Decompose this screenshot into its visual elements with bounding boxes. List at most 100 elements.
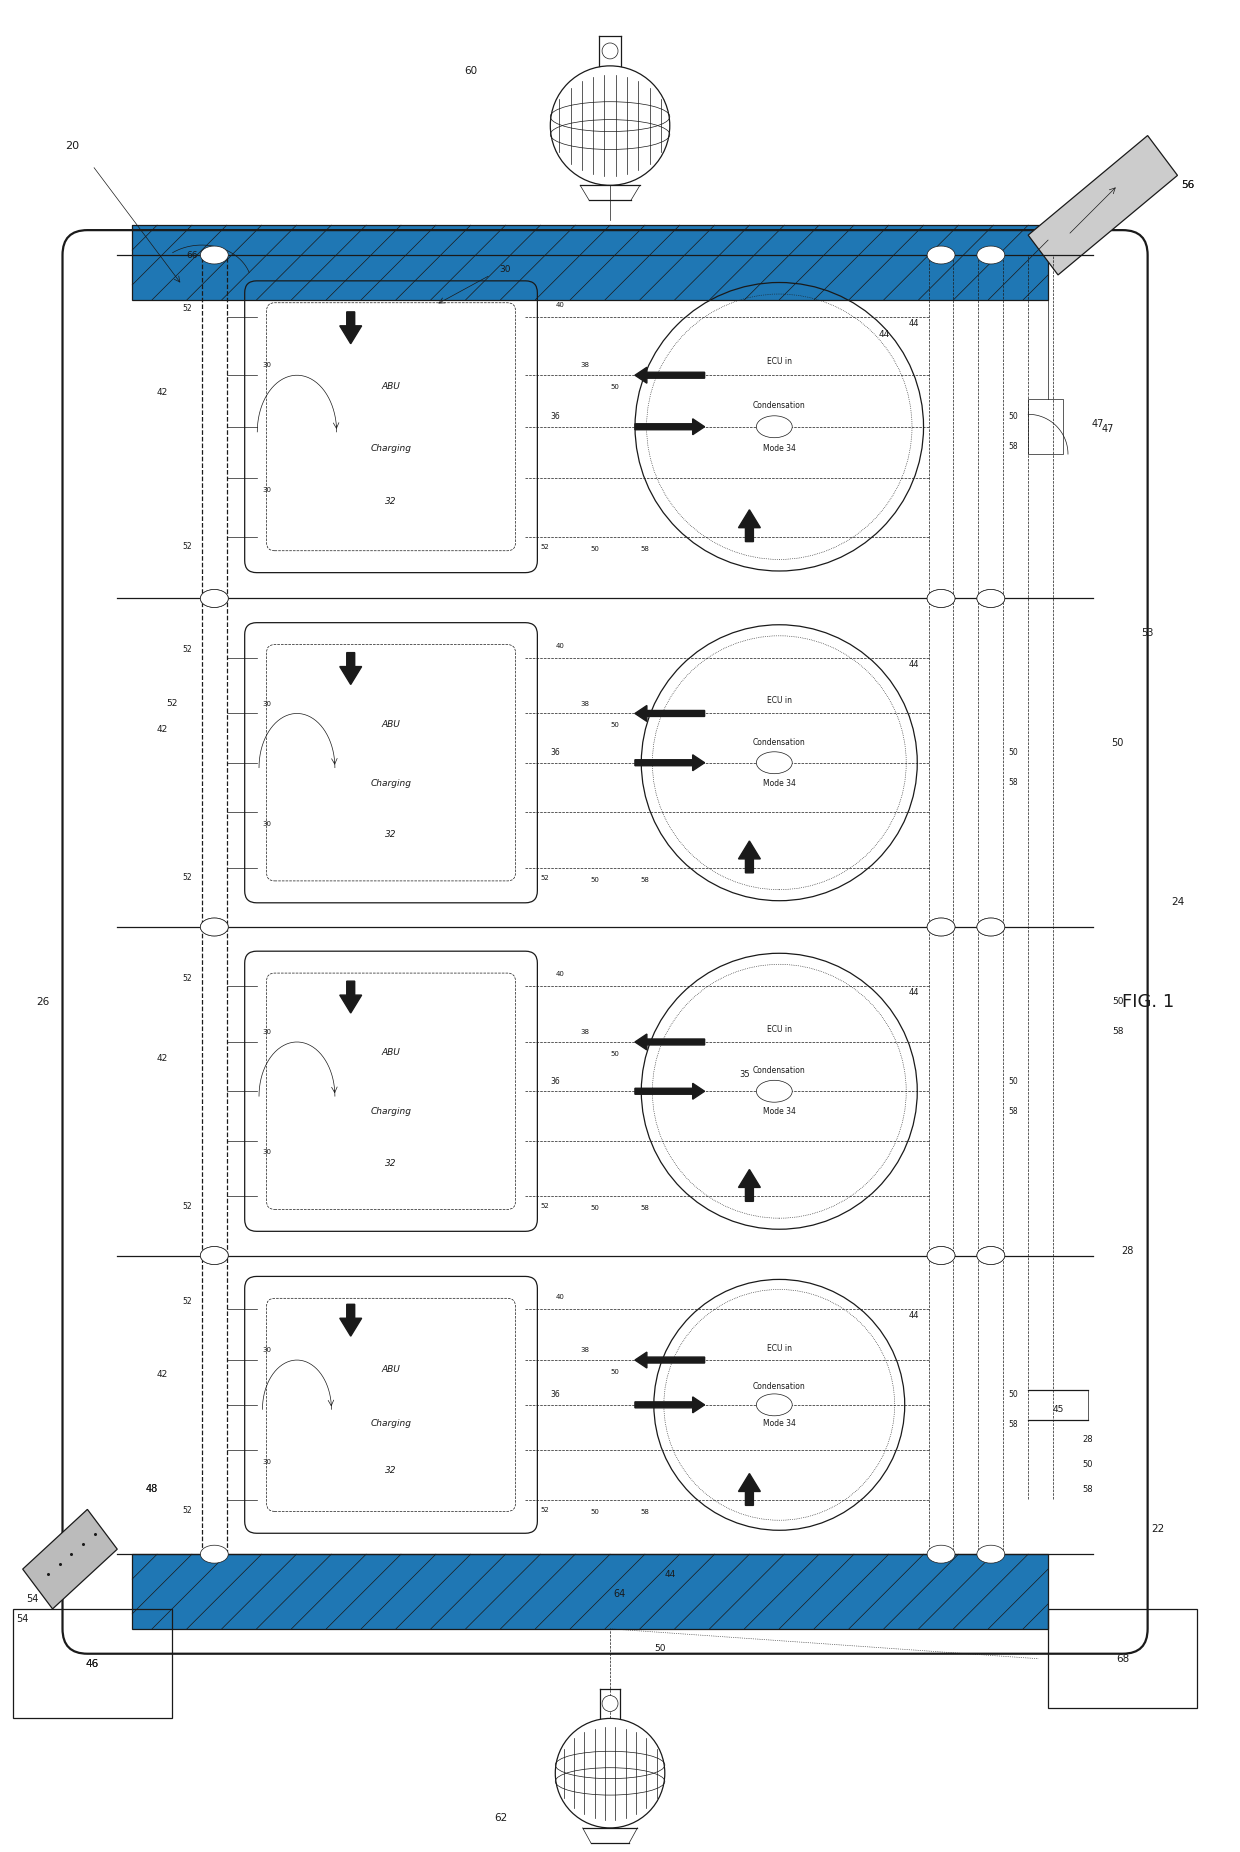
Text: 52: 52: [541, 1508, 549, 1513]
Ellipse shape: [977, 589, 1004, 607]
Ellipse shape: [201, 919, 228, 935]
Text: 66: 66: [186, 250, 197, 259]
Text: 56: 56: [1180, 180, 1194, 191]
Ellipse shape: [201, 246, 228, 265]
Text: 38: 38: [580, 700, 590, 706]
Text: 20: 20: [66, 141, 79, 150]
Ellipse shape: [928, 246, 955, 265]
Text: 40: 40: [556, 1295, 564, 1300]
Text: 53: 53: [1142, 628, 1153, 639]
Text: 58: 58: [640, 1206, 650, 1211]
Text: 44: 44: [665, 1570, 676, 1578]
FancyArrow shape: [635, 706, 704, 722]
Text: 52: 52: [182, 644, 192, 654]
Text: 50: 50: [1111, 737, 1123, 748]
Text: 62: 62: [494, 1813, 507, 1822]
Text: Mode 34: Mode 34: [763, 1419, 796, 1428]
Text: 54: 54: [26, 1595, 38, 1604]
Text: 40: 40: [556, 970, 564, 978]
Bar: [133, 226, 1048, 300]
Text: 42: 42: [156, 726, 167, 735]
Text: ABU: ABU: [382, 382, 401, 391]
Ellipse shape: [928, 1246, 955, 1265]
Text: 50: 50: [590, 1509, 600, 1515]
Text: 26: 26: [36, 996, 50, 1007]
Text: 44: 44: [909, 989, 919, 996]
Text: 47: 47: [1091, 419, 1104, 430]
Text: 52: 52: [166, 698, 177, 707]
Text: 32: 32: [386, 1465, 397, 1474]
Text: 30: 30: [263, 1030, 272, 1035]
Text: 30: 30: [263, 487, 272, 493]
Bar: [133, 1554, 1048, 1630]
Ellipse shape: [977, 1246, 1004, 1265]
Text: 38: 38: [580, 1030, 590, 1035]
Text: Condensation: Condensation: [753, 400, 806, 409]
Text: 58: 58: [1112, 1028, 1123, 1035]
Circle shape: [603, 1696, 618, 1711]
Text: Mode 34: Mode 34: [763, 444, 796, 454]
Ellipse shape: [201, 1545, 228, 1563]
Text: 52: 52: [182, 1506, 192, 1515]
Text: 44: 44: [878, 330, 889, 339]
Text: 32: 32: [386, 830, 397, 839]
Text: 58: 58: [1008, 1420, 1018, 1430]
Text: 30: 30: [263, 1150, 272, 1156]
Bar: [1028, 400, 1063, 454]
Text: 68: 68: [1116, 1654, 1130, 1663]
Ellipse shape: [977, 919, 1004, 935]
Text: 30: 30: [500, 265, 511, 274]
Text: 46: 46: [86, 1659, 99, 1669]
Bar: [12, 1609, 172, 1719]
Text: 64: 64: [614, 1589, 626, 1598]
Text: 50: 50: [1008, 413, 1018, 420]
Text: 52: 52: [182, 1296, 192, 1306]
Text: Charging: Charging: [371, 1107, 412, 1117]
Ellipse shape: [928, 1545, 955, 1563]
Text: 36: 36: [551, 1391, 560, 1400]
Text: 48: 48: [146, 1485, 159, 1495]
FancyArrow shape: [739, 509, 760, 541]
Text: 22: 22: [1151, 1524, 1164, 1533]
Text: 32: 32: [386, 1159, 397, 1167]
Ellipse shape: [928, 919, 955, 935]
Text: 54: 54: [16, 1613, 29, 1624]
Text: Condensation: Condensation: [753, 737, 806, 746]
Text: 50: 50: [1112, 996, 1123, 1006]
Text: Charging: Charging: [371, 778, 412, 787]
FancyArrow shape: [635, 1083, 704, 1100]
Text: 50: 50: [610, 1369, 620, 1374]
Text: 30: 30: [263, 1346, 272, 1354]
Ellipse shape: [756, 1395, 792, 1415]
Text: ABU: ABU: [382, 1048, 401, 1057]
FancyArrow shape: [340, 652, 362, 685]
Ellipse shape: [977, 1545, 1004, 1563]
Text: 28: 28: [1121, 1246, 1133, 1256]
Text: 48: 48: [146, 1485, 159, 1495]
Text: 36: 36: [551, 748, 560, 757]
Text: 58: 58: [640, 876, 650, 883]
Ellipse shape: [928, 589, 955, 607]
Text: 40: 40: [556, 302, 564, 307]
Ellipse shape: [756, 417, 792, 437]
Text: 30: 30: [263, 1459, 272, 1465]
Text: 38: 38: [580, 363, 590, 369]
Text: ECU in: ECU in: [766, 696, 792, 706]
Text: 50: 50: [1008, 1076, 1018, 1085]
Text: 44: 44: [909, 319, 919, 328]
Text: Mode 34: Mode 34: [763, 780, 796, 787]
Text: ECU in: ECU in: [766, 1345, 792, 1354]
Text: 50: 50: [1008, 748, 1018, 757]
Text: Charging: Charging: [371, 1419, 412, 1428]
Text: 28: 28: [1083, 1435, 1094, 1445]
Text: 58: 58: [640, 1509, 650, 1515]
Text: Charging: Charging: [371, 444, 412, 452]
Text: 30: 30: [263, 363, 272, 369]
Text: 50: 50: [610, 722, 620, 728]
Ellipse shape: [756, 752, 792, 774]
Circle shape: [603, 43, 618, 59]
Text: 36: 36: [551, 413, 560, 420]
Text: 42: 42: [156, 387, 167, 396]
Text: 56: 56: [1180, 180, 1194, 191]
Text: 42: 42: [156, 1370, 167, 1380]
